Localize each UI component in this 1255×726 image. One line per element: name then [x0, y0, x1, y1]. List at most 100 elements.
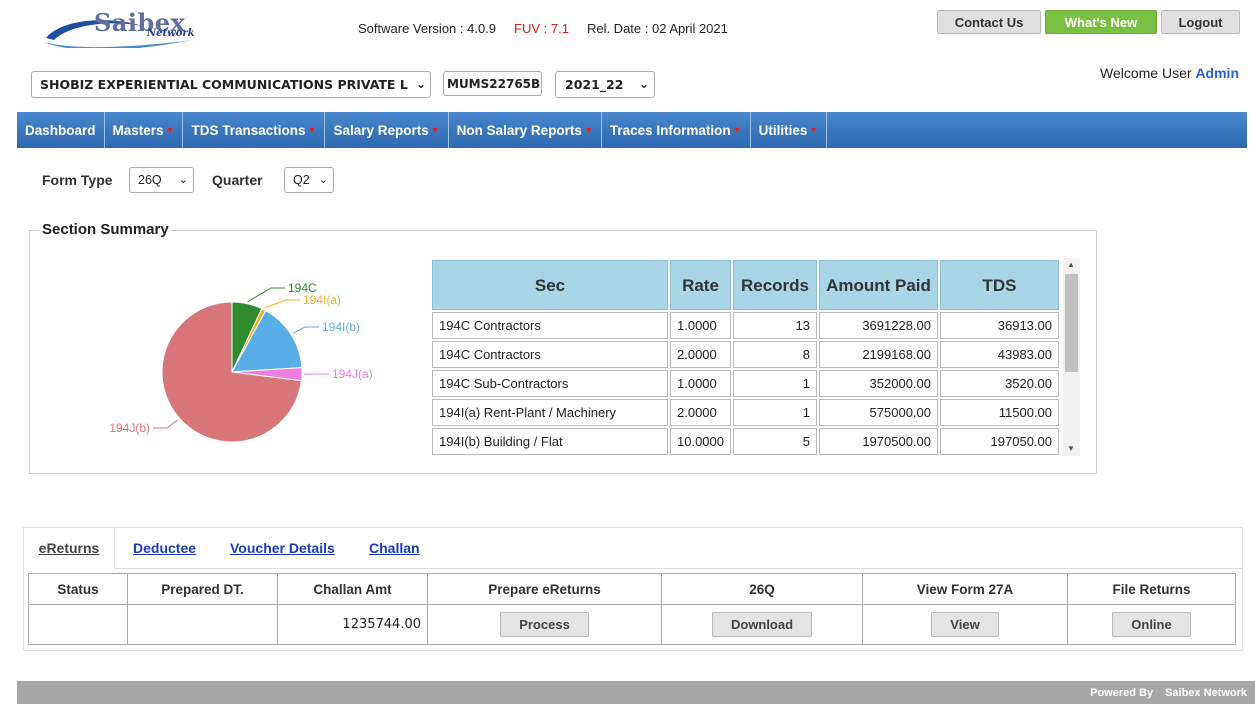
table-row: 194C Sub-Contractors 1.0000 1 352000.00 3520… — [432, 370, 1059, 397]
scroll-up-icon[interactable]: ▲ — [1067, 260, 1075, 269]
quarter-select[interactable]: Q2 ⌄ — [284, 167, 334, 193]
section-summary-title: Section Summary — [39, 221, 172, 238]
welcome-text: Welcome User — [1100, 65, 1192, 81]
col-form: 26Q — [661, 573, 863, 605]
status-cell — [28, 604, 128, 645]
fuv-version: FUV : 7.1 — [514, 21, 569, 36]
welcome-message: Welcome User Admin — [1100, 65, 1239, 81]
rate-cell: 10.0000 — [670, 428, 731, 455]
tabs-divider — [115, 568, 1243, 569]
challan-amt-cell: 1235744.00 — [277, 604, 428, 645]
process-button[interactable]: Process — [500, 612, 589, 637]
footer: Powered By Saibex Network — [17, 681, 1255, 704]
records-cell: 8 — [733, 341, 817, 368]
caret-down-icon: ▼ — [165, 125, 175, 135]
prepared-dt-cell — [127, 604, 278, 645]
nav-label: TDS Transactions — [191, 122, 306, 138]
footer-brand: Saibex Network — [1165, 686, 1247, 699]
nav-label: Traces Information — [609, 122, 731, 138]
col-amount-paid: Amount Paid — [819, 260, 938, 310]
tds-cell: 43983.00 — [940, 341, 1059, 368]
pie-label: 194C — [288, 281, 317, 295]
amount-paid-cell: 2199168.00 — [819, 341, 938, 368]
caret-down-icon: ▼ — [809, 125, 819, 135]
caret-down-icon: ▼ — [732, 125, 742, 135]
rate-cell: 1.0000 — [670, 370, 731, 397]
view-cell: View — [862, 604, 1068, 645]
rate-cell: 1.0000 — [670, 312, 731, 339]
amount-paid-cell: 352000.00 — [819, 370, 938, 397]
sec-cell: 194C Contractors — [432, 312, 668, 339]
section-summary-panel — [29, 230, 1097, 474]
nav-utilities[interactable]: Utilities ▼ — [751, 112, 828, 148]
pie-slice — [161, 301, 303, 443]
file-cell: Online — [1067, 604, 1236, 645]
company-value: SHOBIZ EXPERIENTIAL COMMUNICATIONS PRIVA… — [40, 77, 408, 92]
col-view-form-27a: View Form 27A — [862, 573, 1068, 605]
records-cell: 1 — [733, 399, 817, 426]
table-row: 194I(a) Rent-Plant / Machinery 2.0000 1 575… — [432, 399, 1059, 426]
section-summary-table-wrap: Sec Rate Records Amount Paid TDS 194C Co… — [430, 258, 1080, 456]
logo-subtext: Network — [147, 28, 195, 39]
summary-scrollbar[interactable]: ▲ ▼ — [1063, 258, 1080, 456]
company-select[interactable]: SHOBIZ EXPERIENTIAL COMMUNICATIONS PRIVA… — [31, 71, 431, 98]
scroll-down-icon[interactable]: ▼ — [1067, 444, 1075, 453]
form-type-value: 26Q — [138, 173, 162, 187]
username: Admin — [1195, 65, 1239, 81]
records-cell: 5 — [733, 428, 817, 455]
nav-label: Non Salary Reports — [456, 122, 582, 138]
pie-label-connector — [292, 326, 319, 334]
version-info: Software Version : 4.0.9 FUV : 7.1 Rel. Da… — [358, 21, 728, 36]
tab-ereturns[interactable]: eReturns — [23, 527, 115, 569]
chevron-down-icon: ⌄ — [178, 174, 188, 186]
tab-challan[interactable]: Challan — [369, 540, 420, 556]
contact-us-button[interactable]: Contact Us — [937, 10, 1041, 34]
form-type-select[interactable]: 26Q ⌄ — [129, 167, 194, 193]
tds-cell: 11500.00 — [940, 399, 1059, 426]
logout-button[interactable]: Logout — [1161, 10, 1240, 34]
tds-cell: 3520.00 — [940, 370, 1059, 397]
pie-label-connector — [264, 299, 300, 309]
financial-year-value: 2021_22 — [565, 77, 624, 92]
financial-year-select[interactable]: 2021_22 ⌄ — [555, 71, 655, 98]
nav-salary-reports[interactable]: Salary Reports ▼ — [325, 112, 449, 148]
logo-text: Saibex — [94, 8, 186, 37]
form-cell: Download — [661, 604, 863, 645]
download-button[interactable]: Download — [711, 612, 813, 637]
table-row: 194I(b) Building / Flat 10.0000 5 1970500.0… — [432, 428, 1059, 455]
nav-tds-transactions[interactable]: TDS Transactions ▼ — [183, 112, 326, 148]
rate-cell: 2.0000 — [670, 399, 731, 426]
tabs-top-border — [23, 527, 1243, 528]
tab-voucher-details[interactable]: Voucher Details — [230, 540, 335, 556]
nav-masters[interactable]: Masters ▼ — [105, 112, 184, 148]
view-form-27a-button[interactable]: View — [931, 612, 999, 637]
software-version: Software Version : 4.0.9 — [358, 21, 497, 36]
pie-slice — [231, 309, 303, 373]
nav-dashboard[interactable]: Dashboard — [17, 112, 105, 148]
file-online-button[interactable]: Online — [1112, 612, 1191, 637]
caret-down-icon: ▼ — [430, 125, 440, 135]
tan-field[interactable]: MUMS22765B — [443, 71, 542, 96]
powered-by-label: Powered By — [1090, 686, 1154, 699]
sec-cell: 194I(b) Building / Flat — [432, 428, 668, 455]
tds-cell: 197050.00 — [940, 428, 1059, 455]
col-prepare-ereturns: Prepare eReturns — [427, 573, 662, 605]
amount-paid-cell: 3691228.00 — [819, 312, 938, 339]
scrollbar-thumb[interactable] — [1065, 274, 1078, 372]
nav-label: Dashboard — [25, 122, 96, 138]
col-status: Status — [28, 573, 128, 605]
nav-label: Salary Reports — [333, 122, 429, 138]
nav-non-salary-reports[interactable]: Non Salary Reports ▼ — [449, 112, 602, 148]
amount-paid-cell: 1970500.00 — [819, 428, 938, 455]
tab-deductee[interactable]: Deductee — [133, 540, 197, 556]
quarter-label: Quarter — [212, 172, 263, 188]
table-row: 194C Contractors 2.0000 8 2199168.00 43983.0… — [432, 341, 1059, 368]
rate-cell: 2.0000 — [670, 341, 731, 368]
records-cell: 1 — [733, 370, 817, 397]
table-row: 1235744.00 Process Download View Online — [28, 604, 1236, 645]
records-cell: 13 — [733, 312, 817, 339]
nav-traces-information[interactable]: Traces Information ▼ — [602, 112, 751, 148]
pie-label-connector — [247, 287, 285, 303]
whats-new-button[interactable]: What's New — [1045, 10, 1157, 34]
